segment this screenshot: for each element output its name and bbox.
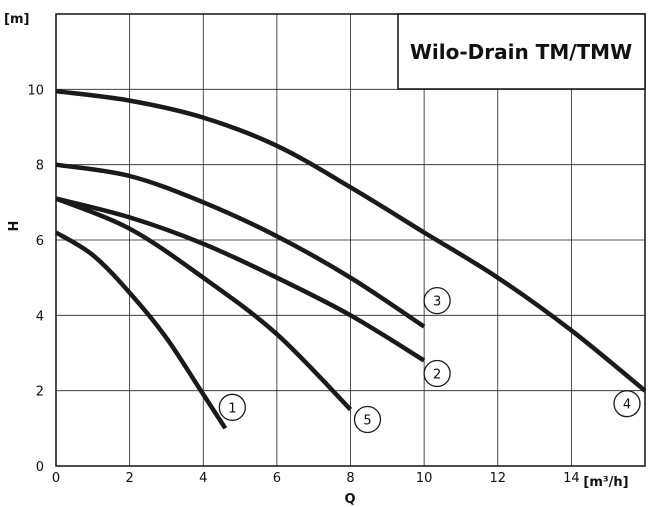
curves: 1 2 3 4 5 xyxy=(54,88,647,434)
curve-3 xyxy=(55,162,426,329)
curve-3-label: 3 xyxy=(433,295,441,310)
curve-5-label: 5 xyxy=(363,414,371,429)
curve-2 xyxy=(55,196,426,363)
curve-5-label-circle xyxy=(353,405,382,434)
title-frame xyxy=(397,13,646,90)
y-tick-label: 0 xyxy=(36,460,44,475)
y-tick-label: 4 xyxy=(36,309,44,324)
curve-1 xyxy=(54,230,228,430)
y-tick-label: 8 xyxy=(36,159,44,174)
curve-1-label: 1 xyxy=(228,401,236,416)
x-tick-label: 10 xyxy=(416,471,433,486)
x-tick-labels: 0 2 4 6 8 10 12 14 xyxy=(52,471,580,486)
x-tick-label: 0 xyxy=(52,471,60,486)
x-axis-label: Q xyxy=(344,492,355,507)
x-unit-label: [m³/h] xyxy=(583,475,628,490)
curve-2-label-circle xyxy=(423,359,451,388)
y-axis-label: H xyxy=(7,221,22,232)
x-tick-label: 6 xyxy=(273,471,281,486)
y-tick-labels: 0 2 4 6 8 10 xyxy=(27,83,44,475)
y-unit-label: [m] xyxy=(4,12,29,27)
curve-4-label: 4 xyxy=(623,398,631,413)
plot-frame xyxy=(55,13,646,467)
title-box: Wilo-Drain TM/TMW xyxy=(397,13,646,90)
x-tick-label: 12 xyxy=(489,471,506,486)
x-tick-label: 14 xyxy=(563,471,580,486)
y-tick-label: 2 xyxy=(36,385,44,400)
curve-2-label: 2 xyxy=(433,368,441,383)
y-tick-label: 10 xyxy=(27,83,44,98)
y-tick-label: 6 xyxy=(36,234,44,249)
curve-5 xyxy=(55,196,353,412)
curve-3-label-circle xyxy=(423,286,451,315)
chart-title: Wilo-Drain TM/TMW xyxy=(410,40,632,64)
curve-4 xyxy=(55,88,647,393)
x-tick-label: 4 xyxy=(199,471,207,486)
curve-1-label-circle xyxy=(218,393,246,421)
x-tick-label: 2 xyxy=(125,471,133,486)
curve-4-label-circle xyxy=(613,390,641,418)
x-tick-label: 8 xyxy=(346,471,354,486)
